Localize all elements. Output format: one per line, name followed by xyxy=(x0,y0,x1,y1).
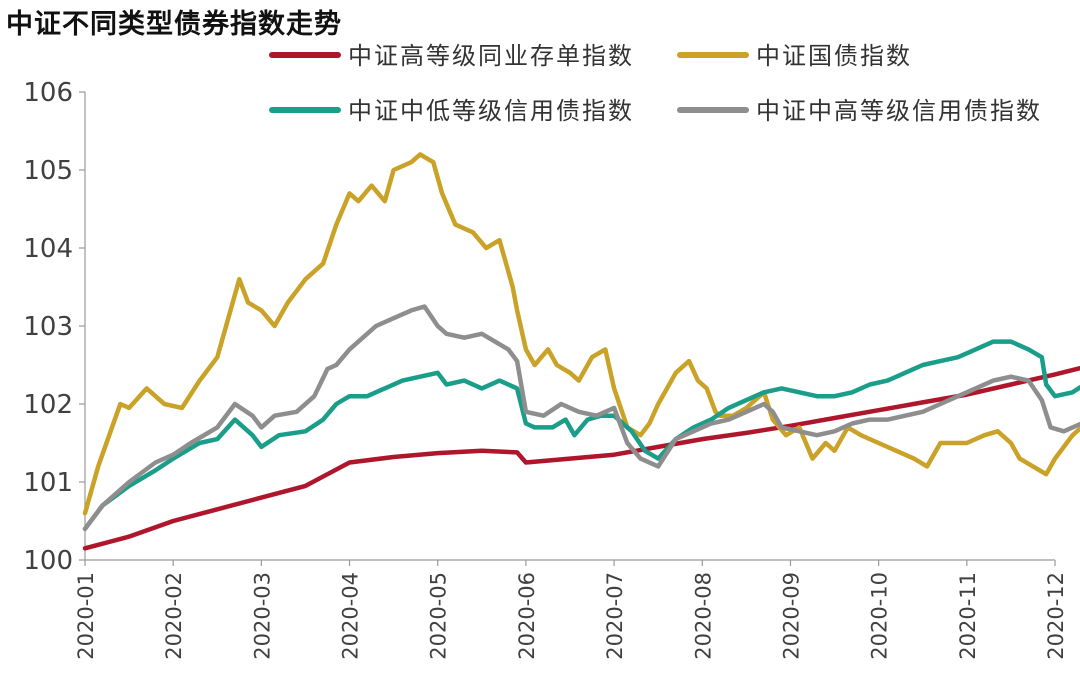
y-tick-label: 102 xyxy=(23,390,73,420)
x-tick-label: 2020-06 xyxy=(515,572,539,660)
legend-label: 中证中高等级信用债指数 xyxy=(756,97,1042,125)
x-tick-label: 2020-03 xyxy=(250,572,274,660)
x-axis-ticks: 2020-01 2020-02 2020-03 2020-04 2020-05 2020-… xyxy=(74,560,1068,660)
x-tick-label: 2020-11 xyxy=(956,572,980,660)
series-line xyxy=(82,339,1080,532)
x-tick-label: 2020-12 xyxy=(1044,572,1068,660)
series-line xyxy=(82,304,1080,532)
x-tick-label: 2020-07 xyxy=(603,572,627,660)
series-line xyxy=(82,365,1080,551)
x-tick-label: 2020-01 xyxy=(74,572,98,660)
y-axis-ticks: 100 101 102 103 104 105 106 xyxy=(23,78,85,576)
legend-label: 中证国债指数 xyxy=(756,42,912,70)
x-tick-label: 2020-04 xyxy=(339,572,363,660)
y-tick-label: 101 xyxy=(23,468,73,498)
y-tick-label: 105 xyxy=(23,156,73,186)
x-tick-label: 2020-02 xyxy=(162,572,186,660)
x-tick-label: 2020-08 xyxy=(691,572,715,660)
chart-title: 中证不同类型债券指数走势 xyxy=(6,9,342,40)
y-tick-label: 103 xyxy=(23,312,73,342)
x-tick-label: 2020-05 xyxy=(427,572,451,660)
x-tick-label: 2020-09 xyxy=(779,572,803,660)
y-tick-label: 104 xyxy=(23,234,73,264)
legend-label: 中证中低等级信用债指数 xyxy=(348,97,634,125)
series-lines xyxy=(82,152,1080,551)
y-tick-label: 106 xyxy=(23,78,73,108)
y-tick-label: 100 xyxy=(23,546,73,576)
x-tick-label: 2020-10 xyxy=(868,572,892,660)
legend-label: 中证高等级同业存单指数 xyxy=(348,42,634,70)
chart-axes xyxy=(84,92,1055,561)
